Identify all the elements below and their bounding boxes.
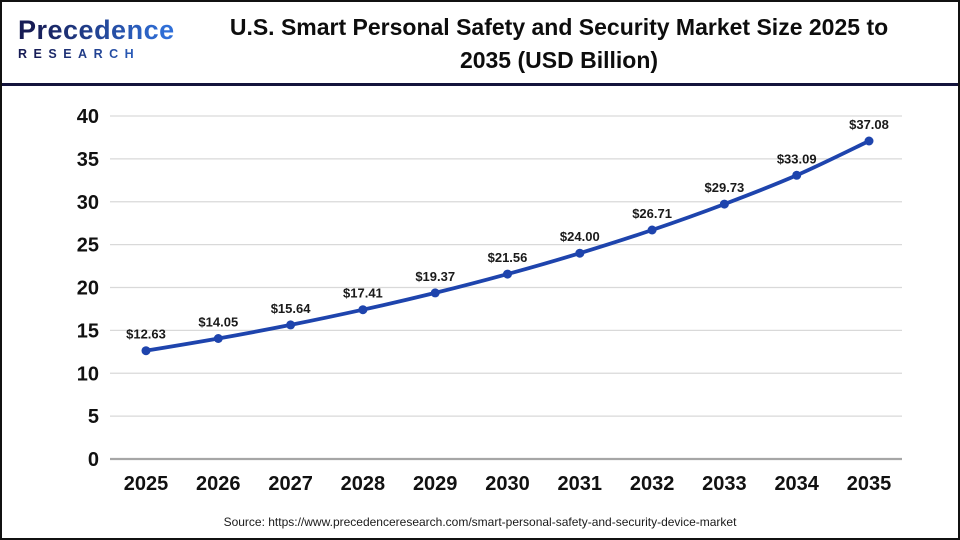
x-tick-label: 2030 — [485, 473, 530, 495]
data-point-marker — [575, 248, 585, 258]
logo-subtext: RESEARCH — [18, 47, 174, 61]
data-point-marker — [792, 170, 802, 180]
data-point-label: $26.71 — [632, 206, 672, 221]
data-point-label: $24.00 — [560, 229, 600, 244]
x-tick-label: 2033 — [702, 473, 747, 495]
data-point-marker — [864, 136, 874, 146]
chart-title-line1: U.S. Smart Personal Safety and Security … — [229, 14, 889, 40]
x-tick-label: 2027 — [268, 473, 313, 495]
data-point-label: $21.56 — [488, 250, 528, 265]
x-tick-label: 2028 — [341, 473, 386, 495]
header: Precedence RESEARCH U.S. Smart Personal … — [2, 2, 958, 86]
y-tick-label: 40 — [77, 106, 99, 128]
chart-title-line2: 2035 (USD Billion) — [459, 47, 659, 73]
data-point-marker — [430, 288, 440, 298]
precedence-research-logo: Precedence RESEARCH — [2, 2, 174, 83]
x-tick-label: 2026 — [196, 473, 241, 495]
chart-title: U.S. Smart Personal Safety and Security … — [174, 2, 958, 83]
data-point-label: $15.64 — [271, 301, 312, 316]
y-tick-label: 0 — [88, 449, 99, 471]
y-tick-label: 15 — [77, 320, 99, 342]
data-point-marker — [503, 269, 512, 279]
data-point-marker — [719, 199, 729, 209]
x-tick-label: 2035 — [847, 473, 892, 495]
data-point-label: $14.05 — [198, 315, 238, 330]
source-note: Source: https://www.precedenceresearch.c… — [223, 515, 737, 529]
x-tick-label: 2034 — [774, 473, 819, 495]
data-point-marker — [358, 305, 368, 315]
data-point-marker — [286, 320, 296, 330]
y-tick-label: 25 — [77, 235, 99, 257]
data-point-label: $37.08 — [849, 117, 889, 132]
data-point-marker — [213, 334, 223, 343]
data-point-marker — [647, 225, 657, 235]
y-tick-label: 20 — [77, 278, 99, 300]
data-point-label: $33.09 — [777, 151, 817, 166]
data-point-label: $12.63 — [126, 327, 166, 342]
y-tick-label: 35 — [77, 149, 99, 171]
data-point-label: $19.37 — [415, 269, 455, 284]
x-tick-label: 2029 — [413, 473, 458, 495]
data-point-marker — [141, 346, 151, 356]
series-line — [144, 139, 871, 353]
data-point-label: $29.73 — [705, 180, 745, 195]
y-tick-label: 5 — [88, 406, 99, 428]
y-tick-label: 10 — [77, 363, 99, 385]
data-point-label: $17.41 — [343, 286, 383, 301]
x-tick-label: 2031 — [558, 473, 603, 495]
logo-wordmark: Precedence — [18, 15, 175, 45]
x-tick-label: 2025 — [124, 473, 169, 495]
x-tick-label: 2032 — [630, 473, 675, 495]
y-tick-label: 30 — [77, 192, 99, 214]
